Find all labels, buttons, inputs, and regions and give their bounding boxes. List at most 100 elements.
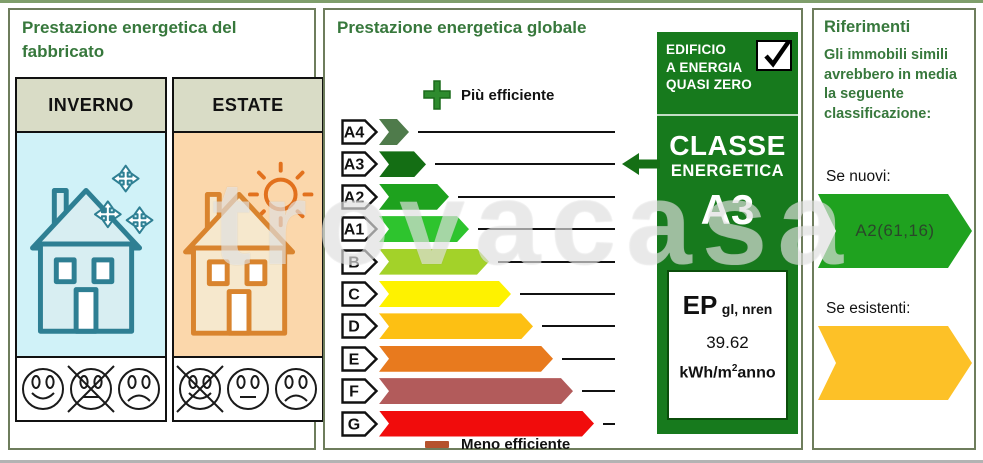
class-letter-tag: D <box>341 313 379 340</box>
summer-header: ESTATE <box>174 79 322 133</box>
face-sad-icon <box>272 365 320 413</box>
class-arrow <box>379 249 489 275</box>
class-arrow <box>379 184 449 210</box>
season-columns: INVERNO <box>15 77 324 422</box>
summer-scene <box>174 133 322 358</box>
summer-rating-faces <box>174 358 322 420</box>
svg-text:B: B <box>348 254 360 271</box>
ep-unit: kWh/m2anno <box>679 363 776 382</box>
svg-text:C: C <box>348 286 360 303</box>
class-line <box>603 422 615 425</box>
ep-value-box: EP gl, nren 39.62 kWh/m2anno <box>667 270 788 420</box>
energy-class-row-g: G <box>341 411 615 437</box>
class-letter-tag: E <box>341 346 379 372</box>
class-letter-tag: G <box>341 410 379 437</box>
class-line <box>478 228 615 231</box>
winter-scene <box>17 133 165 358</box>
less-efficient-label: Meno efficiente <box>461 436 571 453</box>
column-summer: ESTATE <box>172 77 324 422</box>
references-description: Gli immobili simili avrebbero in media l… <box>824 47 957 122</box>
class-line <box>458 195 615 198</box>
face-neutral-crossed-icon <box>67 365 115 413</box>
more-efficient-label: Più efficiente <box>461 86 555 104</box>
ep-label: EP <box>682 290 718 320</box>
panel-building-performance: Prestazione energetica del fabbricato IN… <box>8 8 324 450</box>
class-value: A3 <box>700 186 755 234</box>
svg-text:A4: A4 <box>344 125 365 142</box>
checkmark-icon <box>764 39 791 68</box>
panel-global-performance: Prestazione energetica globale Più effic… <box>323 8 803 453</box>
summer-house-icon <box>183 161 314 336</box>
nzeb-line-2: A ENERGIA <box>666 59 743 75</box>
svg-text:F: F <box>349 384 359 401</box>
class-arrow <box>379 281 511 307</box>
if-new-label: Se nuovi: <box>826 168 891 185</box>
class-line <box>418 131 615 133</box>
class-heading: CLASSE ENERGETICA A3 <box>657 116 798 231</box>
energy-class-badge: EDIFICIO A ENERGIA QUASI ZERO CLASSE ENE… <box>657 32 798 434</box>
class-word: CLASSE <box>669 130 786 161</box>
nzeb-section: EDIFICIO A ENERGIA QUASI ZERO <box>657 32 798 116</box>
class-letter-tag: A1 <box>341 216 379 242</box>
class-arrow <box>379 346 553 372</box>
class-line <box>498 260 615 263</box>
class-letter-tag: F <box>341 378 379 404</box>
class-arrow <box>379 119 409 145</box>
energy-class-row-c: C <box>341 281 615 307</box>
class-arrow <box>379 411 594 437</box>
middle-panel-title: Prestazione energetica globale <box>337 18 587 37</box>
class-arrow <box>379 216 469 242</box>
column-winter: INVERNO <box>15 77 167 422</box>
nzeb-line-1: EDIFICIO <box>666 42 727 57</box>
sun-icon <box>248 161 314 228</box>
class-letter-tag: A4 <box>341 119 379 145</box>
energy-class-row-d: D <box>341 313 615 339</box>
left-panel-title: Prestazione energetica del fabbricato <box>22 18 237 61</box>
winter-house-icon <box>30 164 154 334</box>
energy-class-scale: A4 A3 A2 A1 B C D E F G <box>341 119 615 437</box>
energy-class-row-a2: A2 <box>341 184 615 210</box>
energetica-word: ENERGETICA <box>670 162 785 181</box>
class-letter-tag: C <box>341 281 379 307</box>
winter-header: INVERNO <box>17 79 165 133</box>
face-sad-icon <box>115 365 163 413</box>
if-existing-label: Se esistenti: <box>826 300 911 317</box>
svg-text:A3: A3 <box>344 157 365 174</box>
ep-sublabel: gl, nren <box>721 301 773 317</box>
class-line <box>542 325 615 328</box>
energy-class-row-b: B <box>341 249 615 275</box>
nzeb-checkbox <box>756 39 792 71</box>
class-arrow <box>379 313 533 339</box>
svg-text:A1: A1 <box>344 222 365 239</box>
face-happy-crossed-icon <box>176 365 224 413</box>
if-existing-class-arrow <box>818 326 972 400</box>
winter-rating-faces <box>17 358 165 420</box>
minus-icon <box>425 441 449 448</box>
snowflakes-icon <box>93 164 154 235</box>
more-efficient: Più efficiente <box>423 80 554 110</box>
class-arrow <box>379 378 573 404</box>
svg-text:E: E <box>349 351 360 368</box>
class-letter-tag: A2 <box>341 184 379 210</box>
energy-class-row-a3: A3 <box>341 151 615 177</box>
selected-class-arrow-icon <box>622 150 660 178</box>
energy-class-row-e: E <box>341 346 615 372</box>
face-happy-icon <box>19 365 67 413</box>
face-neutral-icon <box>224 365 272 413</box>
right-panel-title: Riferimenti <box>824 18 911 36</box>
energy-class-row-f: F <box>341 378 615 404</box>
energy-class-row-a1: A1 <box>341 216 615 242</box>
class-line <box>582 390 615 393</box>
class-line <box>435 163 615 166</box>
svg-text:D: D <box>348 319 360 336</box>
class-letter-tag: B <box>341 248 379 275</box>
ep-value: 39.62 <box>706 333 749 352</box>
class-line <box>520 292 615 295</box>
if-new-class-arrow: A2(61,16) <box>818 194 972 268</box>
svg-text:G: G <box>348 416 360 433</box>
class-letter-tag: A3 <box>341 151 379 178</box>
panel-references: Riferimenti Gli immobili simili avrebber… <box>812 8 976 450</box>
class-arrow <box>379 151 426 177</box>
energy-class-row-a4: A4 <box>341 119 615 145</box>
